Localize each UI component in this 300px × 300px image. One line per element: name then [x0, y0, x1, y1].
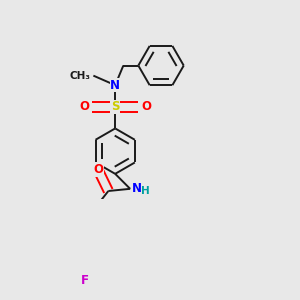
Text: O: O	[94, 163, 104, 176]
Text: N: N	[110, 79, 120, 92]
Text: O: O	[141, 100, 151, 113]
Text: S: S	[111, 100, 119, 113]
Text: O: O	[80, 100, 89, 113]
Text: H: H	[141, 186, 150, 197]
Text: F: F	[81, 274, 89, 287]
Text: N: N	[131, 182, 141, 195]
Text: CH₃: CH₃	[70, 70, 91, 81]
